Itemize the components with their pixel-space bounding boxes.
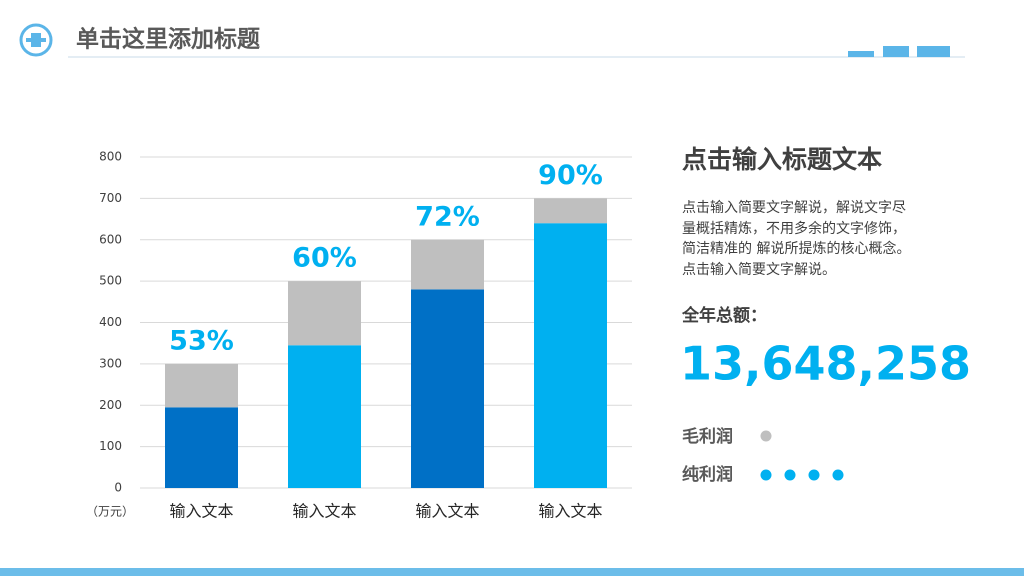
y-tick-label: 100: [99, 439, 122, 453]
slide-title: 单击这里添加标题: [76, 26, 260, 53]
x-tick-label: 输入文本: [538, 502, 602, 521]
bar-annotation: 60%: [292, 243, 357, 274]
panel-title: 点击输入标题文本: [682, 145, 882, 174]
panel-body-line: 量概括精炼，不用多余的文字修饰，: [682, 220, 906, 237]
x-tick-label: 输入文本: [292, 502, 356, 521]
bar-segment: [288, 281, 361, 346]
chart: 0 100 200 300 400 500 600 700 800 （万元） 53% 输入文本 60% 输…: [86, 150, 632, 521]
y-tick-label: 600: [99, 232, 122, 246]
bar-segment: [534, 223, 607, 488]
bar-segment: [165, 407, 238, 488]
logo-cross: [26, 33, 46, 47]
panel-body-line: 点击输入简要文字解说，解说文字尽: [682, 199, 906, 216]
bar-annotation: 53%: [169, 325, 234, 356]
legend-label: 纯利润: [682, 464, 733, 485]
bar-annotation: 90%: [538, 160, 603, 191]
total-value: 13,648,258: [680, 337, 971, 391]
panel-body-line: 简洁精准的 解说所提炼的核心概念。: [682, 240, 910, 257]
y-tick-label: 700: [99, 191, 122, 205]
panel-body-line: 点击输入简要文字解说。: [682, 261, 836, 278]
y-tick-label: 400: [99, 315, 122, 329]
y-tick-label: 200: [99, 398, 122, 412]
deco-bar: [917, 46, 950, 57]
bar-segment: [534, 198, 607, 224]
legend-dot: [760, 430, 772, 442]
y-unit: （万元）: [86, 505, 134, 519]
bar-segment: [411, 289, 484, 488]
bar-segment: [411, 239, 484, 290]
legend-dot: [832, 469, 844, 481]
deco-bar: [848, 51, 874, 57]
legend-dot: [784, 469, 796, 481]
x-tick-label: 输入文本: [169, 502, 233, 521]
total-label: 全年总额：: [681, 305, 767, 326]
bar-segment: [165, 363, 238, 408]
y-tick-label: 800: [99, 150, 122, 164]
y-tick-label: 500: [99, 274, 122, 288]
bar-annotation: 72%: [415, 201, 480, 232]
footer-bar: [0, 568, 1024, 576]
legend-label: 毛利润: [682, 426, 733, 447]
y-tick-label: 300: [99, 356, 122, 370]
x-tick-label: 输入文本: [415, 502, 479, 521]
bar-segment: [288, 345, 361, 488]
y-tick-label: 0: [114, 481, 122, 495]
legend-dot: [760, 469, 772, 481]
legend-dot: [808, 469, 820, 481]
deco-bar: [883, 46, 909, 57]
